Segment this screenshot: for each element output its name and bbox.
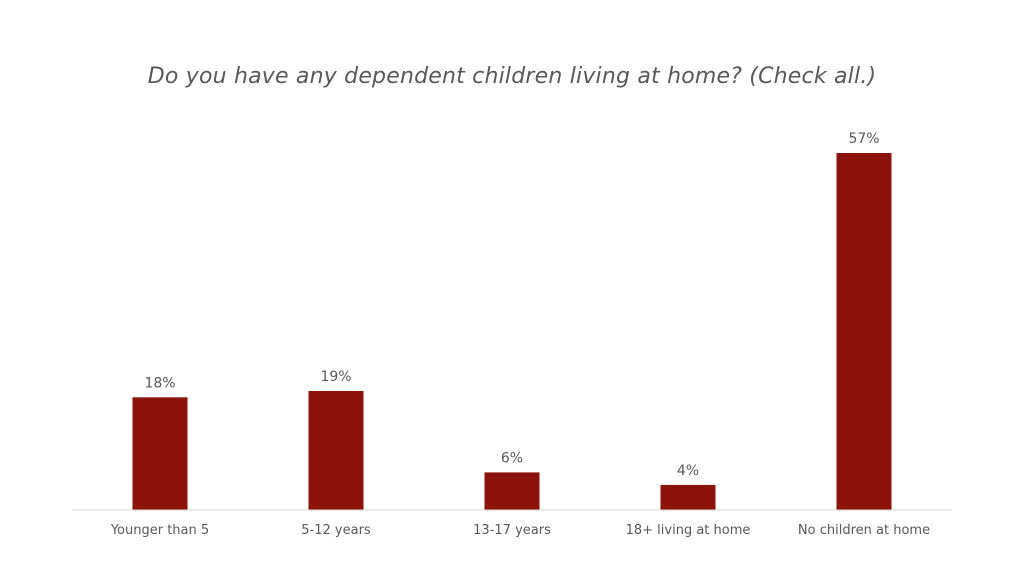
x-tick-label-4: 18+ living at home — [626, 523, 751, 538]
chart-title: Do you have any dependent children livin… — [147, 64, 877, 89]
data-label-3: 6% — [501, 450, 523, 466]
x-tick-label-1: Younger than 5 — [110, 523, 209, 538]
data-label-1: 18% — [144, 375, 175, 391]
data-labels-group: 18% 19% 6% 4% 57% — [144, 131, 879, 479]
x-tick-label-2: 5-12 years — [301, 523, 371, 538]
data-label-5: 57% — [848, 131, 879, 147]
x-tick-labels-group: Younger than 5 5-12 years 13-17 years 18+ l… — [110, 523, 930, 538]
bar-2 — [308, 391, 364, 510]
bar-5 — [836, 153, 892, 510]
bars-group — [132, 153, 892, 510]
x-tick-label-3: 13-17 years — [473, 523, 551, 538]
data-label-4: 4% — [677, 463, 699, 479]
data-label-2: 19% — [320, 369, 351, 385]
bar-3 — [484, 472, 540, 510]
bar-4 — [660, 484, 716, 510]
x-tick-label-5: No children at home — [798, 523, 930, 538]
bar-1 — [132, 397, 188, 510]
